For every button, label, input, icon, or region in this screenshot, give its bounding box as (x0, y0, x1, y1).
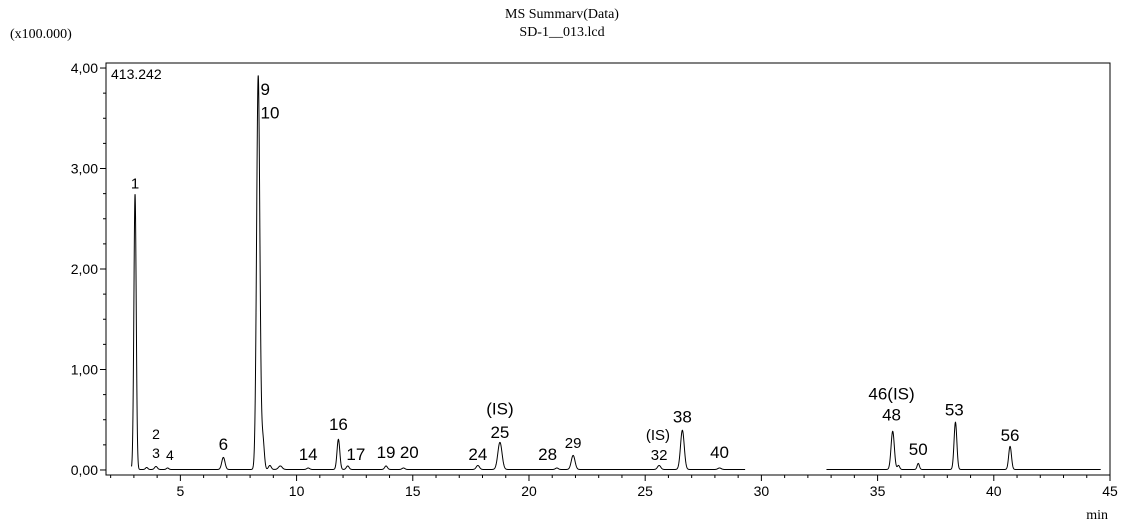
x-tick-label: 15 (405, 483, 421, 499)
peak-label: 16 (329, 415, 348, 434)
chromatogram-trace-segment (131, 75, 746, 470)
chart-subtitle: SD-1__013.lcd (519, 25, 604, 40)
peak-label: 28 (538, 445, 557, 464)
peak-label: 40 (710, 443, 729, 462)
peak-label: 32 (651, 447, 668, 464)
x-tick-label: 5 (176, 483, 184, 499)
peak-label: (IS) (646, 427, 670, 444)
x-tick-label: 30 (754, 483, 770, 499)
peak-label: 29 (565, 435, 582, 452)
peak-label: 20 (400, 443, 419, 462)
y-tick-label: 3,00 (71, 161, 98, 177)
peak-label: 3 (152, 445, 160, 461)
peak-label: 48 (882, 406, 901, 425)
x-tick-label: 10 (289, 483, 305, 499)
peak-label: 24 (468, 445, 487, 464)
peak-label: 14 (299, 445, 318, 464)
x-tick-label: 45 (1102, 483, 1118, 499)
y-tick-label: 4,00 (71, 60, 98, 76)
y-axis: 0,00 1,00 2,00 3,00 4,00 (71, 60, 106, 478)
y-tick-label: 1,00 (71, 361, 98, 377)
max-intensity-label: 413.242 (111, 66, 162, 82)
peak-label: 6 (219, 435, 228, 454)
trace-layer (131, 75, 1101, 470)
peak-label: 25 (490, 423, 509, 442)
peak-label: 53 (945, 401, 964, 420)
y-multiplier-label: (x100.000) (10, 27, 72, 42)
chart-title: MS Summarv(Data) (505, 7, 619, 22)
peak-label: 4 (166, 447, 174, 463)
peak-label: 2 (152, 426, 160, 442)
x-tick-label: 20 (521, 483, 537, 499)
peak-label: 9 (261, 80, 270, 99)
peak-label: 56 (1001, 426, 1020, 445)
peak-label: 10 (261, 103, 280, 122)
peak-label: 50 (909, 440, 928, 459)
peak-label: 1 (131, 176, 139, 193)
x-axis: 5 10 15 20 25 30 35 40 45 (110, 475, 1118, 499)
x-tick-label: 25 (637, 483, 653, 499)
peak-label: (IS) (486, 400, 513, 419)
x-axis-unit-label: min (1086, 508, 1108, 523)
peak-label: 19 (377, 443, 396, 462)
chromatogram-trace-segment (826, 421, 1101, 470)
y-tick-label: 2,00 (71, 261, 98, 277)
peak-label: 17 (346, 445, 365, 464)
x-tick-label: 40 (986, 483, 1002, 499)
y-tick-label: 0,00 (71, 462, 98, 478)
peak-label: 38 (673, 408, 692, 427)
peak-label: 46(IS) (868, 385, 914, 404)
x-tick-label: 35 (870, 483, 886, 499)
